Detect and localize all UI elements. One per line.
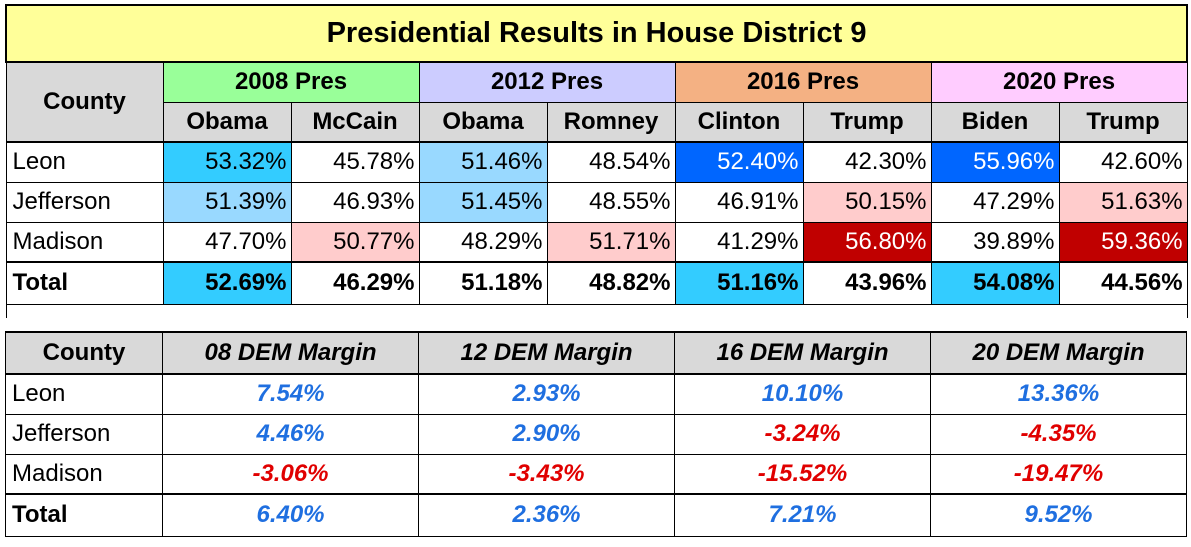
margin-cell: 4.46% — [162, 413, 419, 455]
vote-share-cell: 47.29% — [930, 181, 1060, 223]
vote-share-cell: 59.36% — [1058, 221, 1188, 263]
margin-total-cell: 2.36% — [418, 493, 675, 537]
margin-total-cell: 6.40% — [162, 493, 419, 537]
total-label: Total — [5, 261, 164, 305]
vote-share-cell: 46.93% — [290, 181, 420, 223]
margin-cell: -15.52% — [674, 453, 931, 495]
margin-cell: -19.47% — [930, 453, 1187, 495]
margin-cell: -3.43% — [418, 453, 675, 495]
candidate-header: Obama — [418, 101, 548, 143]
margin-cell: 2.90% — [418, 413, 675, 455]
table-row: Leon 7.54% 2.93% 10.10% 13.36% — [5, 373, 1187, 415]
vote-share-cell: 51.71% — [546, 221, 676, 263]
total-cell: 51.18% — [418, 261, 548, 305]
vote-share-cell: 50.15% — [802, 181, 932, 223]
candidate-header: Romney — [546, 101, 676, 143]
total-cell: 48.82% — [546, 261, 676, 305]
candidate-header: Biden — [930, 101, 1060, 143]
vote-share-cell: 48.54% — [546, 141, 676, 183]
candidate-header: Trump — [1058, 101, 1188, 143]
election-header-2008: 2008 Pres — [162, 61, 420, 103]
margin-cell: 10.10% — [674, 373, 931, 415]
margin-cell: 2.93% — [418, 373, 675, 415]
margin-cell: 7.54% — [162, 373, 419, 415]
vote-share-cell: 41.29% — [674, 221, 804, 263]
vote-share-cell: 52.40% — [674, 141, 804, 183]
margin-header: 20 DEM Margin — [930, 331, 1187, 375]
vote-share-cell: 42.60% — [1058, 141, 1188, 183]
margin-total-cell: 7.21% — [674, 493, 931, 537]
vote-share-cell: 45.78% — [290, 141, 420, 183]
table-row: Leon 53.32% 45.78% 51.46% 48.54% 52.40% … — [5, 141, 1188, 183]
vote-share-cell: 51.39% — [162, 181, 292, 223]
county-name: Jefferson — [5, 413, 163, 455]
county-header: County — [5, 61, 164, 143]
vote-share-cell: 51.45% — [418, 181, 548, 223]
spacer-cell — [5, 303, 1188, 318]
election-header-2012: 2012 Pres — [418, 61, 676, 103]
table-row: Jefferson 51.39% 46.93% 51.45% 48.55% 46… — [5, 181, 1188, 223]
vote-share-cell: 42.30% — [802, 141, 932, 183]
candidate-header: Trump — [802, 101, 932, 143]
margin-total-cell: 9.52% — [930, 493, 1187, 537]
total-label: Total — [5, 493, 163, 537]
vote-share-cell: 51.46% — [418, 141, 548, 183]
vote-share-cell: 53.32% — [162, 141, 292, 183]
vote-share-cell: 55.96% — [930, 141, 1060, 183]
total-cell: 43.96% — [802, 261, 932, 305]
margin-cell: 13.36% — [930, 373, 1187, 415]
total-cell: 52.69% — [162, 261, 292, 305]
margin-total-row: Total 6.40% 2.36% 7.21% 9.52% — [5, 493, 1187, 537]
margin-cell: -3.24% — [674, 413, 931, 455]
table-row: Madison -3.06% -3.43% -15.52% -19.47% — [5, 453, 1187, 495]
table-row: Jefferson 4.46% 2.90% -3.24% -4.35% — [5, 413, 1187, 455]
margin-county-header: County — [5, 331, 163, 375]
margin-table: County 08 DEM Margin 12 DEM Margin 16 DE… — [5, 331, 1187, 537]
vote-share-cell: 47.70% — [162, 221, 292, 263]
candidate-header: Clinton — [674, 101, 804, 143]
vote-share-cell: 50.77% — [290, 221, 420, 263]
county-name: Madison — [5, 221, 164, 263]
election-header-2020: 2020 Pres — [930, 61, 1188, 103]
margin-header: 16 DEM Margin — [674, 331, 931, 375]
table-row: Madison 47.70% 50.77% 48.29% 51.71% 41.2… — [5, 221, 1188, 263]
margin-cell: -4.35% — [930, 413, 1187, 455]
margin-header: 08 DEM Margin — [162, 331, 419, 375]
total-cell: 44.56% — [1058, 261, 1188, 305]
county-name: Madison — [5, 453, 163, 495]
page-title: Presidential Results in House District 9 — [4, 4, 1189, 63]
candidate-header: Obama — [162, 101, 292, 143]
total-cell: 46.29% — [290, 261, 420, 305]
candidate-header: McCain — [290, 101, 420, 143]
vote-share-cell: 46.91% — [674, 181, 804, 223]
vote-share-cell: 56.80% — [802, 221, 932, 263]
total-cell: 54.08% — [930, 261, 1060, 305]
county-name: Leon — [5, 373, 163, 415]
spacer-row — [5, 303, 1188, 318]
results-table: Presidential Results in House District 9… — [4, 4, 1189, 318]
margin-cell: -3.06% — [162, 453, 419, 495]
election-header-2016: 2016 Pres — [674, 61, 932, 103]
total-cell: 51.16% — [674, 261, 804, 305]
county-name: Jefferson — [5, 181, 164, 223]
county-name: Leon — [5, 141, 164, 183]
vote-share-cell: 48.29% — [418, 221, 548, 263]
vote-share-cell: 51.63% — [1058, 181, 1188, 223]
vote-share-cell: 48.55% — [546, 181, 676, 223]
vote-share-cell: 39.89% — [930, 221, 1060, 263]
total-row: Total 52.69% 46.29% 51.18% 48.82% 51.16%… — [5, 261, 1188, 305]
margin-header: 12 DEM Margin — [418, 331, 675, 375]
